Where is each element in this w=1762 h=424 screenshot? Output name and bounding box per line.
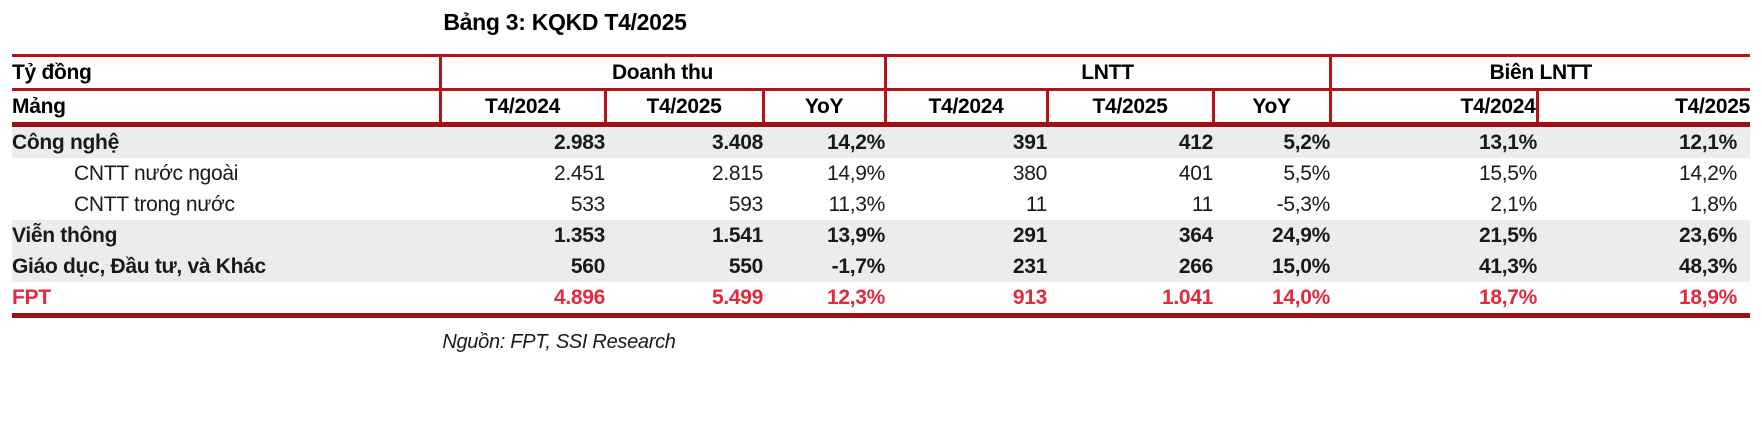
value-cell: -5,3%	[1276, 192, 1331, 216]
value-cell: 231	[885, 251, 1048, 282]
value-cell: 1.541	[605, 220, 763, 251]
table-row: Viễn thông 1.353 1.541 13,9% 291 364 24,9% 21,5…	[12, 220, 1751, 251]
value-cell: 3.408	[605, 124, 763, 158]
value-cell: 266	[1047, 251, 1214, 282]
row-label: CNTT trong nước	[74, 192, 235, 216]
value-cell: -1,7%	[763, 251, 886, 282]
table-header: Tỷ đồng Doanh thu LNTT Biên LNTT Mảng T4…	[12, 54, 1751, 127]
value-cell: 48,3%	[1537, 251, 1751, 282]
value-cell: 412	[1047, 124, 1214, 158]
value-cell: 41,3%	[1330, 251, 1538, 282]
col-header-lntt-t4-2024: T4/2024	[885, 89, 1049, 127]
title-container: Bảng 3: KQKD T4/2025	[0, 0, 1130, 36]
value-cell: 2.983	[440, 124, 605, 158]
group-header-lntt: LNTT	[885, 54, 1332, 91]
value-cell: 11,3%	[828, 192, 886, 216]
column-header-row: Mảng T4/2024 T4/2025 YoY T4/2024 T4/2025…	[12, 89, 1751, 127]
value-cell: 14,9%	[826, 161, 886, 185]
value-cell: 533	[570, 192, 605, 216]
row-label: Công nghệ	[12, 124, 440, 158]
value-cell: 391	[885, 124, 1048, 158]
value-cell: 4.896	[440, 282, 605, 318]
value-cell: 2.815	[711, 161, 763, 185]
value-cell: 18,9%	[1537, 282, 1751, 318]
col-header-doanhthu-yoy: YoY	[763, 89, 887, 127]
value-cell: 24,9%	[1213, 220, 1331, 251]
value-cell: 380	[1012, 161, 1048, 185]
table-row: Công nghệ 2.983 3.408 14,2% 391 412 5,2% 13,1% 1…	[12, 124, 1751, 158]
value-cell: 11	[1191, 192, 1214, 216]
value-cell: 13,9%	[763, 220, 886, 251]
value-cell: 1,8%	[1690, 192, 1738, 216]
table-row: Giáo dục, Đầu tư, và Khác 560 550 -1,7% 231 2…	[12, 251, 1751, 282]
value-cell: 5,2%	[1213, 124, 1331, 158]
value-cell: 913	[885, 282, 1048, 318]
col-header-lntt-t4-2025: T4/2025	[1047, 89, 1215, 127]
group-header-doanh-thu: Doanh thu	[440, 54, 887, 91]
value-cell: 593	[728, 192, 763, 216]
row-label: Viễn thông	[12, 220, 440, 251]
group-header-row: Tỷ đồng Doanh thu LNTT Biên LNTT	[12, 54, 1751, 91]
value-cell: 12,3%	[763, 282, 886, 318]
value-cell: 1.041	[1047, 282, 1214, 318]
value-cell: 23,6%	[1537, 220, 1751, 251]
value-cell: 13,1%	[1330, 124, 1538, 158]
value-cell: 401	[1178, 161, 1214, 185]
unit-label: Tỷ đồng	[12, 54, 442, 91]
value-cell: 11	[1025, 192, 1048, 216]
value-cell: 550	[605, 251, 763, 282]
group-header-bien-lntt: Biên LNTT	[1330, 54, 1751, 91]
col-header-doanhthu-t4-2025: T4/2025	[605, 89, 765, 127]
col-header-bien-t4-2024: T4/2024	[1330, 89, 1539, 127]
value-cell: 14,2%	[1678, 161, 1738, 185]
value-cell: 2,1%	[1490, 192, 1538, 216]
value-cell: 12,1%	[1537, 124, 1751, 158]
value-cell: 2.451	[553, 161, 605, 185]
value-cell: 18,7%	[1330, 282, 1538, 318]
row-label: FPT	[12, 282, 440, 318]
value-cell: 1.353	[440, 220, 605, 251]
value-cell: 15,5%	[1478, 161, 1538, 185]
table-row: FPT 4.896 5.499 12,3% 913 1.041 14,0% 18,7% 18,9…	[12, 282, 1751, 318]
value-cell: 14,2%	[763, 124, 886, 158]
value-cell: 15,0%	[1213, 251, 1331, 282]
table-row: CNTT nước ngoài 2.451 2.815 14,9% 380 401 5,5%…	[12, 158, 1750, 189]
value-cell: 364	[1047, 220, 1214, 251]
page-title: Bảng 3: KQKD T4/2025	[443, 9, 687, 35]
col-header-bien-t4-2025: T4/2025	[1537, 89, 1751, 127]
col-header-lntt-yoy: YoY	[1213, 89, 1332, 127]
row-header-label: Mảng	[12, 89, 442, 127]
value-cell: 21,5%	[1330, 220, 1538, 251]
table-body: Công nghệ 2.983 3.408 14,2% 391 412 5,2% 13,1% 1…	[12, 124, 1751, 318]
kqkd-table: Tỷ đồng Doanh thu LNTT Biên LNTT Mảng T4…	[12, 54, 1751, 318]
value-cell: 5,5%	[1283, 161, 1331, 185]
value-cell: 560	[440, 251, 605, 282]
source-container: Nguồn: FPT, SSI Research	[0, 331, 1118, 354]
value-cell: 291	[885, 220, 1048, 251]
col-header-doanhthu-t4-2024: T4/2024	[440, 89, 607, 127]
row-label: CNTT nước ngoài	[74, 161, 239, 185]
source-note: Nguồn: FPT, SSI Research	[442, 331, 676, 353]
row-label: Giáo dục, Đầu tư, và Khác	[12, 251, 440, 282]
value-cell: 14,0%	[1213, 282, 1331, 318]
value-cell: 5.499	[605, 282, 763, 318]
table-row: CNTT trong nước 533 593 11,3% 11 11 -5,3% 2,1% 1…	[12, 189, 1750, 220]
